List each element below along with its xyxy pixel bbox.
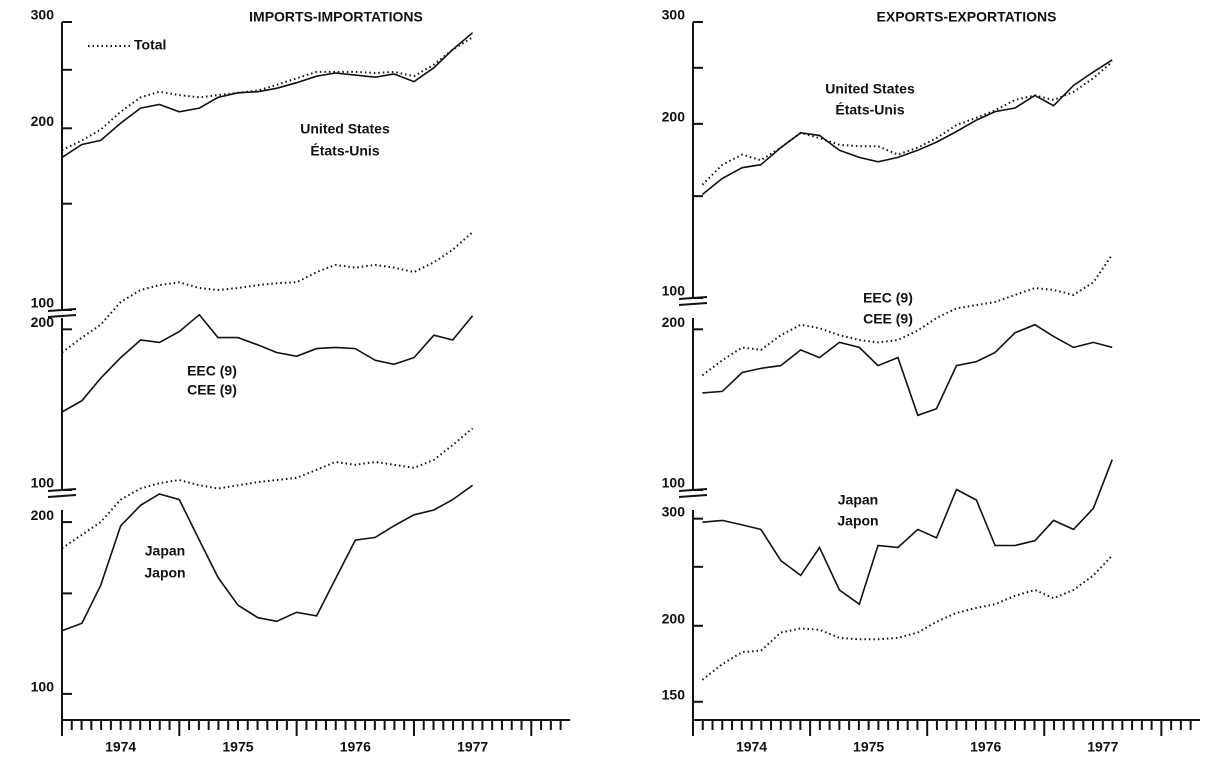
x-tick-label: 1977: [457, 739, 488, 755]
series-label: États-Unis: [835, 102, 904, 118]
y-tick-label: 200: [31, 113, 55, 129]
axis-break: [47, 494, 77, 498]
series-label: CEE (9): [187, 382, 237, 398]
line: [701, 59, 1113, 196]
line: [701, 254, 1114, 377]
line: [61, 313, 474, 413]
x-tick-label: 1976: [340, 739, 371, 755]
line: [701, 554, 1113, 681]
legend-label: Total: [134, 37, 166, 53]
series-label: United States: [825, 81, 915, 97]
y-tick-label: 200: [31, 314, 55, 330]
line: [61, 231, 474, 354]
axis-break: [678, 302, 708, 306]
series-label: Japan: [145, 543, 185, 559]
series-label: États-Unis: [310, 143, 379, 159]
line: [61, 427, 474, 550]
y-tick-label: 150: [662, 686, 686, 702]
line: [702, 459, 1113, 606]
y-tick-label: 300: [662, 503, 686, 519]
axis-break: [47, 314, 77, 318]
y-tick-label: 100: [31, 679, 55, 695]
line: [61, 32, 474, 159]
series-label: EEC (9): [863, 290, 913, 306]
x-tick-label: 1977: [1087, 739, 1118, 755]
axis-break: [678, 494, 708, 498]
chart-title: IMPORTS-IMPORTATIONS: [249, 9, 423, 25]
x-tick-label: 1975: [853, 739, 884, 755]
y-tick-label: 200: [662, 314, 686, 330]
series-label: Japon: [144, 565, 185, 581]
y-tick-label: 100: [662, 283, 686, 299]
y-tick-label: 200: [662, 610, 686, 626]
series-label: EEC (9): [187, 363, 237, 379]
y-tick-label: 200: [662, 109, 686, 125]
x-tick-label: 1976: [970, 739, 1001, 755]
y-tick-label: 200: [31, 507, 55, 523]
series-label: Japan: [838, 492, 878, 508]
line: [701, 61, 1113, 186]
series-label: Japon: [837, 513, 878, 529]
series-label: United States: [300, 121, 390, 137]
x-tick-label: 1974: [736, 739, 767, 755]
y-tick-label: 100: [31, 295, 55, 311]
chart-title: EXPORTS-EXPORTATIONS: [877, 9, 1057, 25]
x-tick-label: 1974: [105, 739, 136, 755]
line: [702, 323, 1113, 417]
line: [61, 484, 474, 632]
x-tick-label: 1975: [222, 739, 253, 755]
y-tick-label: 300: [662, 7, 686, 23]
series-label: CEE (9): [863, 311, 913, 327]
y-tick-label: 100: [662, 475, 686, 491]
y-tick-label: 100: [31, 475, 55, 491]
y-tick-label: 300: [31, 7, 55, 23]
line: [61, 36, 474, 152]
